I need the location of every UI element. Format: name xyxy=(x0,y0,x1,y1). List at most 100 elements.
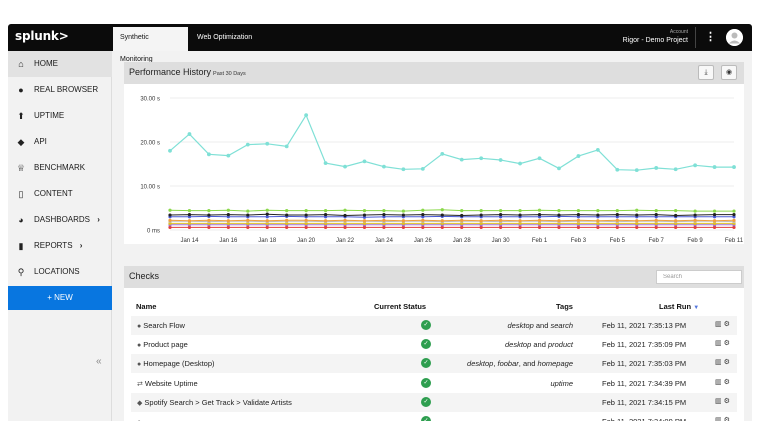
sidebar-item-benchmark[interactable]: ♕ BENCHMARK xyxy=(8,155,112,181)
status-ok-icon: ✓ xyxy=(421,416,431,421)
sidebar-item-uptime[interactable]: ⬆ UPTIME xyxy=(8,103,112,129)
sidebar-item-label: UPTIME xyxy=(34,111,65,120)
sidebar-item-label: API xyxy=(34,137,47,146)
last-run: Feb 11, 2021 7:34:39 PM xyxy=(602,378,687,388)
column-header-name[interactable]: Name xyxy=(136,302,157,311)
bar-chart-icon[interactable]: ▥ xyxy=(715,378,722,386)
tag[interactable]: uptime xyxy=(550,378,573,388)
data-point xyxy=(246,225,250,229)
sidebar-item-real-browser[interactable]: ● REAL BROWSER xyxy=(8,77,112,103)
view-button[interactable]: ◉ xyxy=(721,65,737,80)
bar-chart-icon[interactable]: ▥ xyxy=(715,397,722,405)
tag[interactable]: desktop xyxy=(507,321,534,330)
account-switcher[interactable]: Account Rigor - Demo Project xyxy=(623,29,688,44)
series-line xyxy=(170,215,734,218)
data-point xyxy=(187,215,192,219)
data-point xyxy=(284,144,289,149)
check-name[interactable]: ● xyxy=(137,417,143,421)
gear-icon[interactable]: ⚙ xyxy=(721,397,730,405)
check-name[interactable]: ● Homepage (Desktop) xyxy=(137,359,215,368)
data-point xyxy=(732,165,736,169)
data-point xyxy=(499,209,503,213)
check-name[interactable]: ● Search Flow xyxy=(137,321,185,330)
column-header-status[interactable]: Current Status xyxy=(374,302,427,311)
bar-chart-icon[interactable]: ▥ xyxy=(715,340,722,348)
data-point xyxy=(343,208,347,212)
tag[interactable]: desktop xyxy=(467,359,494,369)
data-point xyxy=(168,213,172,217)
y-tick-label: 10.00 s xyxy=(140,185,160,191)
column-header-tags[interactable]: Tags xyxy=(556,302,573,311)
collapse-sidebar-icon[interactable]: « xyxy=(96,356,102,367)
tab-synthetic-monitoring[interactable]: Synthetic Monitoring xyxy=(113,24,188,63)
check-name[interactable]: ◆ Spotify Search > Get Track > Validate A… xyxy=(137,398,292,407)
tag[interactable]: search xyxy=(550,321,573,330)
data-point xyxy=(401,219,405,223)
row-actions: ▥ ⚙ xyxy=(715,320,730,328)
data-point xyxy=(635,213,639,217)
tag[interactable]: product xyxy=(547,340,573,350)
data-point xyxy=(246,221,250,225)
more-options-icon[interactable]: ⋮ xyxy=(705,31,716,43)
data-point xyxy=(674,209,678,213)
x-tick-label: Feb 5 xyxy=(610,238,626,244)
data-point xyxy=(343,213,347,218)
data-point xyxy=(673,167,678,172)
tag-separator: , and xyxy=(518,359,538,369)
sidebar-item-api[interactable]: ◆ API xyxy=(8,129,112,155)
sidebar-item-locations[interactable]: ⚲ LOCATIONS xyxy=(8,259,112,285)
data-point xyxy=(323,219,328,223)
table-row[interactable]: ● ✓ Feb 11, 2021 7:34:09 PM ▥ ⚙ xyxy=(131,412,737,421)
x-tick-label: Jan 26 xyxy=(414,238,433,244)
sidebar-item-content[interactable]: ▯ CONTENT xyxy=(8,181,112,207)
gear-icon[interactable]: ⚙ xyxy=(721,417,730,421)
data-point xyxy=(168,218,172,222)
sidebar-item-dashboards[interactable]: ◕ DASHBOARDS › xyxy=(8,207,112,233)
column-header-last-run[interactable]: Last Run ▼ xyxy=(659,302,699,311)
tag[interactable]: foobar xyxy=(497,359,519,369)
data-point xyxy=(732,225,736,229)
search-input[interactable] xyxy=(656,270,742,284)
tag[interactable]: desktop xyxy=(505,340,532,350)
user-avatar[interactable] xyxy=(726,29,743,46)
data-point xyxy=(479,156,484,161)
download-button[interactable]: ⤓ xyxy=(698,65,714,80)
data-point xyxy=(635,221,639,225)
data-point xyxy=(518,213,522,217)
bar-chart-icon[interactable]: ▥ xyxy=(715,417,722,421)
gauge-icon: ◕ xyxy=(18,215,24,225)
gear-icon[interactable]: ⚙ xyxy=(721,359,730,367)
data-point xyxy=(479,225,483,229)
check-name[interactable]: ⇄ Website Uptime xyxy=(137,379,198,388)
data-point xyxy=(323,161,328,166)
chevron-right-icon: › xyxy=(79,241,83,250)
bar-chart-icon[interactable]: ▥ xyxy=(715,359,722,367)
table-row[interactable]: ● Product page ✓ desktop and product Feb 11,… xyxy=(131,335,737,354)
data-point xyxy=(226,219,230,223)
gear-icon[interactable]: ⚙ xyxy=(721,340,730,348)
row-actions: ▥ ⚙ xyxy=(715,397,730,405)
last-run: Feb 11, 2021 7:35:13 PM xyxy=(602,321,687,330)
table-row[interactable]: ● Search Flow ✓ desktop and search Feb 11, 2… xyxy=(131,316,737,335)
tab-web-optimization[interactable]: Web Optimization xyxy=(197,34,253,41)
bar-chart-icon[interactable]: ▥ xyxy=(715,321,722,328)
data-point xyxy=(518,209,522,213)
table-row[interactable]: ● Homepage (Desktop) ✓ desktop, foobar, and… xyxy=(131,354,737,374)
sidebar-item-reports[interactable]: ▮ REPORTS › xyxy=(8,233,112,259)
data-point xyxy=(362,221,367,225)
table-row[interactable]: ⇄ Website Uptime ✓ uptime Feb 11, 2021 7:34:… xyxy=(131,374,737,393)
data-point xyxy=(576,209,581,213)
tag[interactable]: homepage xyxy=(537,359,573,369)
sidebar-item-home[interactable]: ⌂ HOME xyxy=(8,51,112,77)
gear-icon[interactable]: ⚙ xyxy=(721,378,730,386)
table-row[interactable]: ◆ Spotify Search > Get Track > Validate A… xyxy=(131,392,737,412)
new-button[interactable]: + NEW xyxy=(8,286,112,310)
data-point xyxy=(246,218,250,222)
data-point xyxy=(440,208,444,212)
data-point xyxy=(615,225,619,229)
data-point xyxy=(615,167,620,172)
status-ok-icon: ✓ xyxy=(421,358,431,369)
last-run: Feb 11, 2021 7:34:15 PM xyxy=(602,397,687,407)
gear-icon[interactable]: ⚙ xyxy=(721,321,730,328)
check-name[interactable]: ● Product page xyxy=(137,340,188,349)
